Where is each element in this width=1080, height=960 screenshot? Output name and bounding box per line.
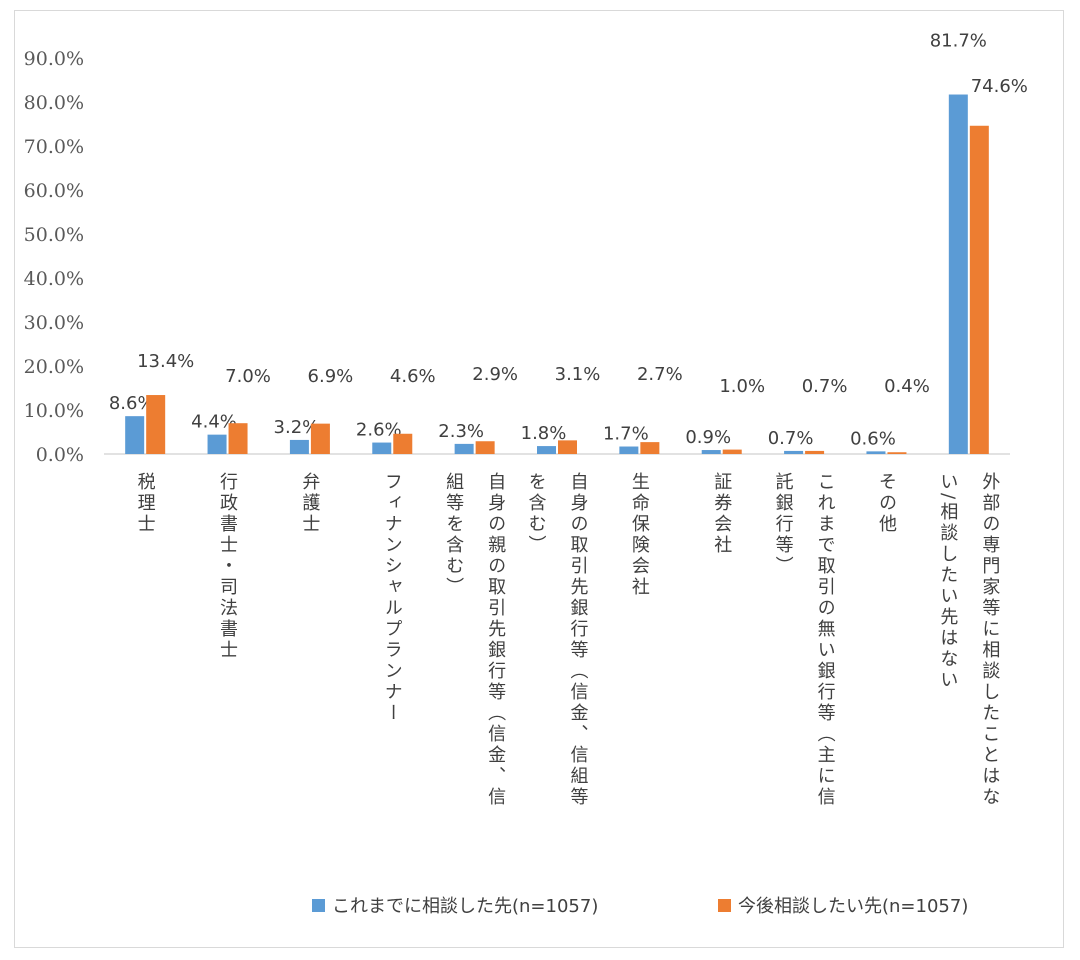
legend-label: これまでに相談した先(n=1057)	[332, 896, 598, 917]
y-tick-label: 40.0%	[24, 268, 84, 290]
data-label: 3.2%	[274, 417, 320, 438]
bar-future	[146, 395, 166, 454]
category-label: 税理士	[135, 472, 156, 535]
y-tick-label: 10.0%	[24, 400, 84, 422]
category-label: 外部の専門家等に相談したことはな	[979, 472, 1000, 808]
category-label: これまで取引の無い銀行等（主に信	[815, 472, 836, 808]
bar-consulted	[866, 451, 886, 454]
legend-label: 今後相談したい先(n=1057)	[738, 896, 968, 917]
bar-consulted	[454, 443, 474, 454]
bar-future	[722, 449, 742, 454]
category-label: 弁護士	[299, 472, 320, 535]
data-label: 1.7%	[603, 424, 649, 445]
y-tick-label: 20.0%	[24, 356, 84, 378]
y-tick-label: 0.0%	[36, 444, 84, 466]
data-label: 2.9%	[472, 364, 518, 385]
bar-future	[228, 423, 248, 454]
category-label: 組等を含む）	[443, 472, 464, 598]
bar-consulted	[125, 416, 145, 454]
bar-future	[969, 125, 989, 454]
category-label: フィナンシャルプランナー	[382, 472, 403, 724]
bar-consulted	[619, 446, 639, 454]
category-label: い/相談したい先はない	[937, 472, 958, 691]
bar-future	[805, 450, 825, 454]
bar-consulted	[289, 439, 309, 454]
data-label: 2.3%	[438, 421, 484, 442]
y-tick-label: 90.0%	[24, 48, 84, 70]
category-label: 自身の取引先銀行等（信金、信組等	[568, 472, 589, 808]
y-tick-label: 30.0%	[24, 312, 84, 334]
bar-consulted	[537, 446, 556, 454]
y-tick-label: 70.0%	[24, 136, 84, 158]
category-label: 託銀行等）	[773, 472, 794, 577]
data-label: 3.1%	[555, 364, 601, 385]
y-tick-label: 80.0%	[24, 92, 84, 114]
legend-swatch-consulted	[312, 899, 325, 912]
y-tick-label: 60.0%	[24, 180, 84, 202]
data-label: 8.6%	[109, 393, 155, 414]
data-label: 0.9%	[685, 427, 731, 448]
bar-consulted	[372, 442, 392, 454]
data-label: 6.9%	[308, 366, 354, 387]
data-label: 0.6%	[850, 428, 896, 449]
chart-frame	[14, 10, 1064, 948]
data-label: 2.7%	[637, 364, 683, 385]
bar-future	[887, 452, 907, 454]
bar-future	[310, 423, 330, 454]
legend-swatch-future	[718, 899, 731, 912]
bar-future	[558, 440, 577, 454]
category-label: 自身の親の取引先銀行等（信金、信	[485, 472, 506, 808]
data-label: 0.7%	[802, 376, 848, 397]
data-label: 2.6%	[356, 420, 402, 441]
bar-consulted	[207, 434, 227, 454]
category-label: 証券会社	[711, 472, 732, 556]
data-label: 13.4%	[137, 351, 194, 372]
bar-consulted	[784, 450, 804, 454]
data-label: 81.7%	[930, 31, 987, 52]
y-tick-label: 50.0%	[24, 224, 84, 246]
category-label: 生命保険会社	[629, 472, 650, 598]
data-label: 7.0%	[225, 366, 271, 387]
bar-future	[475, 441, 495, 454]
data-label: 4.4%	[191, 412, 237, 433]
data-label: 74.6%	[971, 76, 1028, 97]
bar-future	[640, 442, 660, 454]
data-label: 0.4%	[884, 376, 930, 397]
data-label: 1.8%	[521, 423, 567, 444]
category-label: を含む）	[526, 472, 547, 556]
data-label: 1.0%	[719, 376, 765, 397]
bar-future	[393, 433, 413, 454]
bar-consulted	[701, 450, 721, 454]
category-label: 行政書士・司法書士	[217, 472, 238, 661]
category-label: その他	[876, 472, 897, 535]
bar-consulted	[948, 94, 968, 455]
data-label: 0.7%	[768, 428, 814, 449]
data-label: 4.6%	[390, 366, 436, 387]
